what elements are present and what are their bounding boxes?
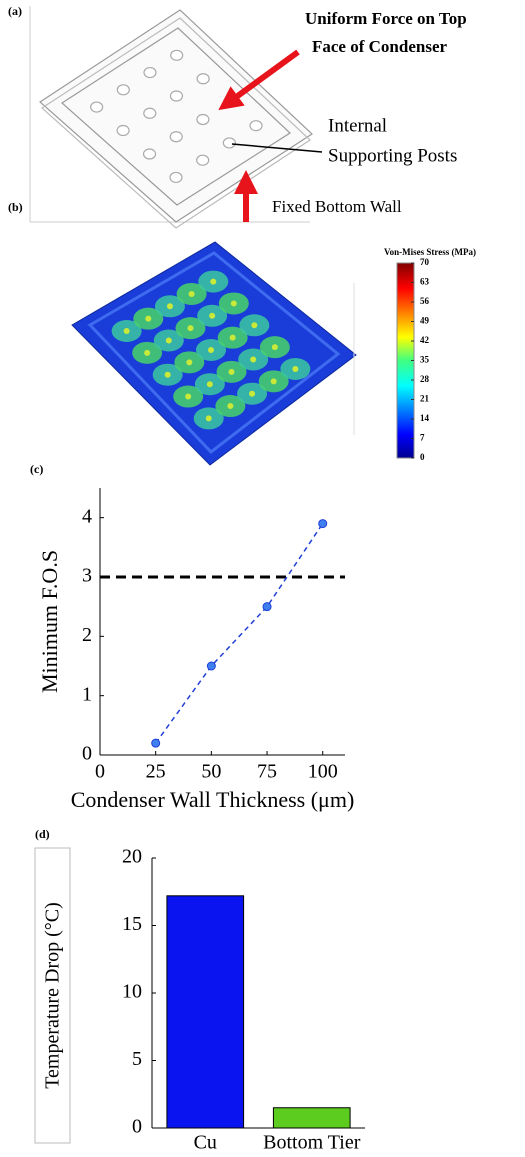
x-tick-label: Bottom Tier	[263, 1132, 361, 1154]
x-axis-label: Condenser Wall Thickness (μm)	[71, 787, 355, 812]
stress-hot	[166, 338, 172, 344]
post	[144, 108, 156, 118]
panel-label: (a)	[8, 4, 22, 18]
panel-label: (b)	[8, 200, 23, 214]
figure: (a) Uniform Force on Top Face of Condens…	[0, 0, 525, 1157]
stress-hot	[144, 350, 150, 356]
x-tick-label: 75	[257, 761, 277, 783]
stress-hot	[189, 291, 195, 297]
y-tick-label: 1	[82, 683, 92, 705]
x-tick-label: 0	[95, 761, 105, 783]
y-tick-label: 5	[132, 1048, 142, 1070]
annotation: Fixed Bottom Wall	[272, 197, 402, 216]
stress-hot	[165, 372, 171, 378]
stress-hot	[231, 300, 237, 306]
y-tick-label: 15	[122, 913, 142, 935]
stress-hot	[249, 391, 255, 397]
colorbar-tick-label: 28	[420, 374, 430, 384]
x-tick-label: 25	[146, 761, 166, 783]
stress-hot	[272, 344, 278, 350]
data-point	[152, 739, 160, 747]
post	[170, 172, 182, 182]
colorbar-tick-label: 14	[420, 413, 430, 423]
panel-label: (d)	[35, 827, 50, 841]
colorbar-tick-label: 63	[420, 277, 430, 287]
stress-hot	[251, 322, 257, 328]
post	[144, 149, 156, 159]
panel-label: (c)	[30, 462, 43, 476]
post	[223, 138, 235, 148]
colorbar-tick-label: 35	[420, 355, 430, 365]
post	[170, 132, 182, 142]
post	[197, 74, 209, 84]
stress-hot	[206, 415, 212, 421]
y-axis-label: Minimum F.O.S	[37, 550, 62, 693]
stress-hot	[167, 303, 173, 309]
y-tick-label: 3	[82, 565, 92, 587]
annotation: Face of Condenser	[312, 37, 447, 56]
stress-hot	[210, 279, 216, 285]
post	[117, 85, 129, 95]
stress-hot	[229, 369, 235, 375]
post	[197, 155, 209, 165]
y-tick-label: 0	[132, 1116, 142, 1138]
bar	[167, 896, 244, 1128]
post	[144, 68, 156, 78]
stress-hot	[230, 335, 236, 341]
y-tick-label: 2	[82, 624, 92, 646]
annotation: Supporting Posts	[328, 145, 457, 166]
post	[170, 91, 182, 101]
data-line	[156, 524, 323, 744]
stress-hot	[250, 357, 256, 363]
colorbar-tick-label: 70	[420, 257, 430, 267]
stress-hot	[292, 366, 298, 372]
x-tick-label: 100	[308, 761, 338, 783]
condenser-drawing	[40, 10, 312, 228]
stress-hot	[208, 347, 214, 353]
stress-hot	[186, 359, 192, 365]
post	[117, 126, 129, 136]
stress-hot	[227, 403, 233, 409]
post	[91, 102, 103, 112]
post	[250, 121, 262, 131]
annotation: Internal	[328, 115, 387, 136]
stress-hot	[207, 381, 213, 387]
post	[197, 114, 209, 124]
post	[171, 50, 183, 60]
data-point	[319, 520, 327, 528]
y-tick-label: 0	[82, 743, 92, 765]
stress-hot	[185, 394, 191, 400]
stress-hot	[145, 316, 151, 322]
x-tick-label: 50	[201, 761, 221, 783]
stress-hot	[271, 378, 277, 384]
colorbar-tick-label: 7	[420, 433, 425, 443]
colorbar-tick-label: 42	[420, 335, 430, 345]
stress-hot	[124, 328, 130, 334]
stress-hot	[187, 325, 193, 331]
colorbar-tick-label: 0	[420, 452, 425, 462]
y-tick-label: 4	[82, 505, 92, 527]
y-tick-label: 20	[122, 846, 142, 868]
y-tick-label: 10	[122, 981, 142, 1003]
annotation: Uniform Force on Top	[305, 9, 467, 28]
data-point	[263, 603, 271, 611]
colorbar-tick-label: 21	[420, 394, 430, 404]
stress-hot	[209, 313, 215, 319]
data-point	[207, 662, 215, 670]
colorbar-tick-label: 56	[420, 296, 430, 306]
y-axis-label: Temperature Drop (°C)	[42, 902, 64, 1089]
bar	[273, 1108, 350, 1128]
colorbar-title: Von-Mises Stress (MPa)	[384, 247, 476, 257]
x-tick-label: Cu	[194, 1132, 217, 1154]
colorbar-tick-label: 49	[420, 316, 430, 326]
stress-map	[72, 242, 356, 465]
